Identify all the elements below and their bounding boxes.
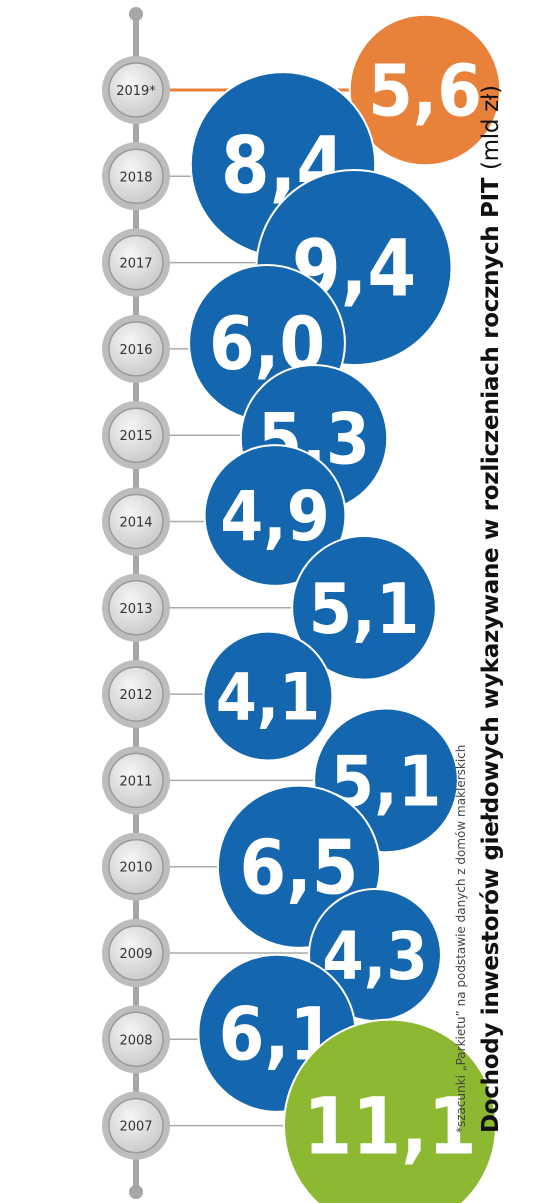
- year-node-inner-2010: [108, 838, 164, 895]
- year-label-2012: 2012: [119, 688, 152, 703]
- year-node-inner-2014: [108, 493, 164, 550]
- year-label-2018: 2018: [119, 170, 152, 185]
- year-node-inner-2015: [108, 407, 164, 463]
- year-node-inner-2009: [108, 925, 164, 981]
- value-label-2013: 5,1: [309, 569, 420, 650]
- year-label-2008: 2008: [119, 1033, 152, 1048]
- year-label-2019: 2019*: [116, 84, 156, 99]
- year-label-2009: 2009: [119, 947, 152, 962]
- year-node-inner-2019: [108, 62, 164, 118]
- year-node-inner-2018: [108, 148, 164, 205]
- value-label-2014: 4,9: [220, 477, 330, 557]
- year-node-inner-2016: [108, 321, 164, 377]
- year-node-inner-2011: [108, 752, 164, 809]
- year-node-inner-2008: [108, 1011, 164, 1068]
- bubble-2014: [203, 444, 347, 587]
- year-label-2013: 2013: [119, 602, 152, 617]
- timeline-end-cap-bottom: [129, 1185, 143, 1199]
- year-node-inner-2012: [108, 666, 164, 722]
- year-nodes: 2019* 2018 2017 2016 2015 2014 2013 2012 2011 201…: [102, 56, 170, 1160]
- bubble-2007: [283, 1018, 497, 1203]
- year-label-2011: 2011: [119, 774, 152, 789]
- year-label-2010: 2010: [119, 861, 152, 876]
- value-label-2012: 4,1: [216, 660, 320, 736]
- year-node-inner-2013: [108, 580, 164, 636]
- bubble-2019: [348, 13, 502, 167]
- bubbles: 5,68,49,46,05,34,95,14,15,16,54,36,111,1: [188, 13, 502, 1203]
- year-label-2007: 2007: [119, 1120, 152, 1135]
- value-label-2019: 5,6: [368, 50, 482, 133]
- year-label-2016: 2016: [119, 343, 152, 358]
- value-label-2009: 4,3: [322, 917, 428, 995]
- value-label-2010: 6,5: [240, 825, 359, 912]
- value-label-2007: 11,1: [303, 1083, 476, 1173]
- year-label-2017: 2017: [119, 257, 152, 272]
- timeline-end-cap-top: [129, 7, 143, 21]
- year-node-inner-2007: [108, 1097, 164, 1154]
- year-node-inner-2017: [108, 234, 164, 291]
- year-label-2015: 2015: [119, 429, 152, 444]
- bubble-2013: [291, 534, 437, 681]
- year-label-2014: 2014: [119, 516, 152, 531]
- bubble-2012: [202, 630, 334, 762]
